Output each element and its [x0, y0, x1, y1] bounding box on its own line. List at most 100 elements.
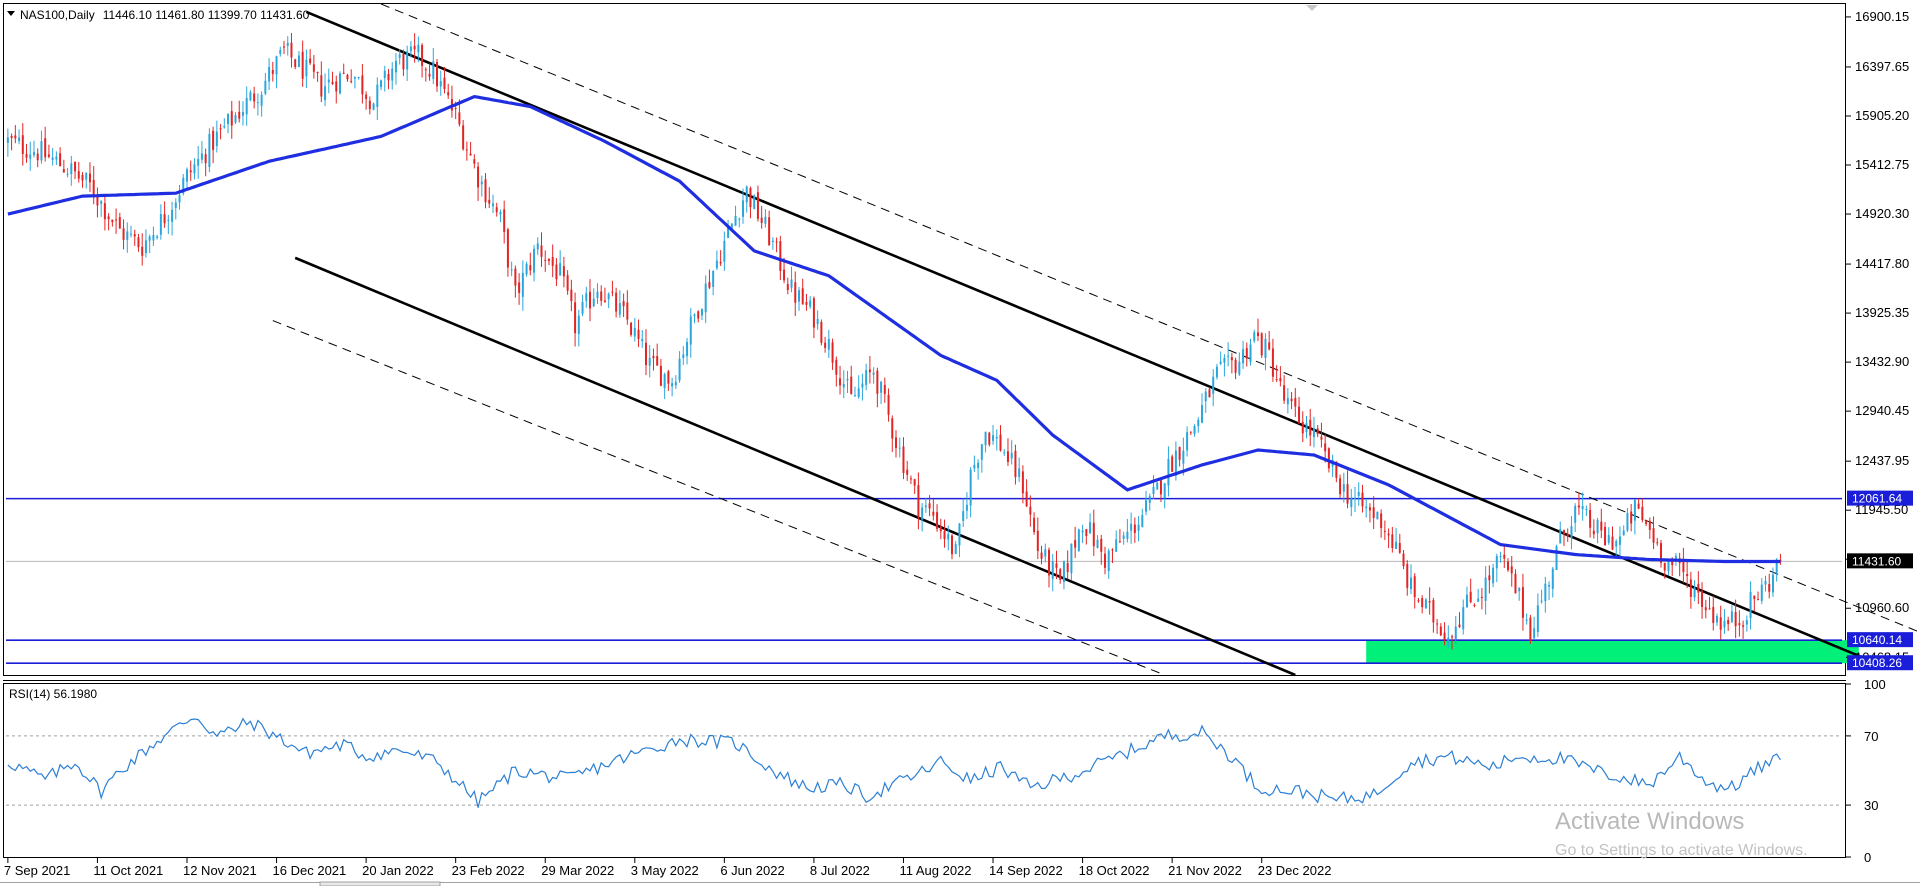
time-tick-label: 14 Sep 2022 — [989, 863, 1063, 878]
price-tick-label: 14920.30 — [1855, 206, 1909, 221]
candle-body — [846, 378, 849, 381]
candle-body — [861, 383, 864, 388]
candle-body — [555, 264, 558, 280]
candle-body — [260, 94, 263, 106]
candle-body — [611, 291, 614, 293]
candle-body — [1298, 406, 1301, 424]
candle-body — [1074, 540, 1077, 548]
candle-body — [74, 161, 77, 172]
symbol-dropdown-icon[interactable] — [7, 11, 15, 16]
candle-body — [1223, 357, 1226, 363]
candle-body — [1607, 535, 1610, 543]
candle-body — [331, 81, 334, 85]
candle-body — [1010, 452, 1013, 459]
chart-tab[interactable] — [319, 881, 441, 886]
candle-body — [924, 505, 927, 508]
candle-body — [1697, 583, 1700, 593]
price-tick-label: 11945.50 — [1855, 502, 1908, 517]
candle-body — [887, 394, 890, 415]
candle-body — [775, 241, 778, 243]
candle-body — [786, 284, 789, 291]
candle-body — [141, 246, 144, 256]
candle-body — [1495, 556, 1498, 569]
time-tick-label: 8 Jul 2022 — [810, 863, 870, 878]
candle-body — [297, 55, 300, 68]
candle-body — [1208, 389, 1211, 398]
candle-body — [495, 207, 498, 213]
candle-body — [1577, 505, 1580, 508]
activate-windows-subtitle: Go to Settings to activate Windows. — [1555, 842, 1808, 859]
candle-body — [954, 544, 957, 555]
candle-body — [902, 446, 905, 473]
candle-body — [338, 73, 341, 94]
candle-body — [1305, 423, 1308, 433]
candle-body — [1040, 552, 1043, 559]
candle-body — [809, 300, 812, 307]
candle-body — [1518, 588, 1521, 592]
candle-body — [1242, 349, 1245, 364]
candle-body — [1719, 617, 1722, 630]
time-tick-label: 12 Nov 2021 — [183, 863, 257, 878]
candle-body — [1521, 587, 1524, 618]
candle-body — [1372, 507, 1375, 518]
candle-body — [1704, 607, 1707, 611]
price-tick-label: 12940.45 — [1855, 403, 1909, 418]
candle-body — [1339, 478, 1342, 495]
candle-body — [256, 102, 259, 104]
candle-body — [1469, 591, 1472, 603]
candle-body — [394, 60, 397, 73]
candle-body — [1548, 585, 1551, 587]
candle-body — [182, 177, 185, 194]
candle-body — [1525, 619, 1528, 621]
candle-body — [439, 80, 442, 87]
candle-body — [1137, 524, 1140, 531]
candle-body — [1581, 506, 1584, 510]
candle-body — [1133, 524, 1136, 533]
price-tick-label: 16397.65 — [1855, 59, 1909, 74]
candle-body — [148, 236, 151, 241]
rsi-tick-label: 70 — [1864, 729, 1878, 744]
candle-body — [1253, 332, 1256, 341]
candle-body — [469, 153, 472, 156]
candle-body — [671, 383, 674, 387]
candle-body — [1044, 549, 1047, 557]
candle-body — [965, 504, 968, 511]
candle-body — [1391, 534, 1394, 549]
candle-body — [812, 298, 815, 328]
candle-body — [230, 111, 233, 126]
candle-body — [715, 260, 718, 269]
candle-body — [700, 308, 703, 316]
shift-marker-icon[interactable] — [1306, 5, 1318, 11]
candle-body — [1342, 484, 1345, 492]
candle-body — [1320, 436, 1323, 440]
candle-body — [544, 259, 547, 261]
candle-body — [1309, 419, 1312, 436]
candle-body — [1156, 482, 1159, 490]
candle-body — [174, 202, 177, 209]
candle-body — [215, 131, 218, 146]
candle-body — [1671, 561, 1674, 566]
candle-body — [686, 341, 689, 357]
main-chart-frame — [3, 3, 1846, 676]
candle-body — [1480, 596, 1483, 598]
candle-body — [219, 128, 222, 130]
candle-body — [883, 384, 886, 394]
candle-body — [1245, 348, 1248, 359]
time-tick-label: 11 Oct 2021 — [93, 863, 163, 878]
candle-body — [615, 292, 618, 312]
candle-body — [712, 270, 715, 287]
price-tick-label: 14417.80 — [1855, 256, 1909, 271]
candle-body — [488, 199, 491, 204]
candle-body — [346, 74, 349, 80]
rsi-header: RSI(14) 56.1980 — [9, 687, 97, 701]
candle-body — [271, 70, 274, 74]
candle-body — [622, 301, 625, 307]
price-level-tag-label: 10408.26 — [1852, 656, 1902, 670]
candle-body — [1600, 521, 1603, 531]
candle-body — [630, 322, 633, 335]
candle-body — [574, 302, 577, 334]
candle-body — [947, 533, 950, 540]
candle-body — [753, 195, 756, 209]
candle-body — [1764, 580, 1767, 585]
